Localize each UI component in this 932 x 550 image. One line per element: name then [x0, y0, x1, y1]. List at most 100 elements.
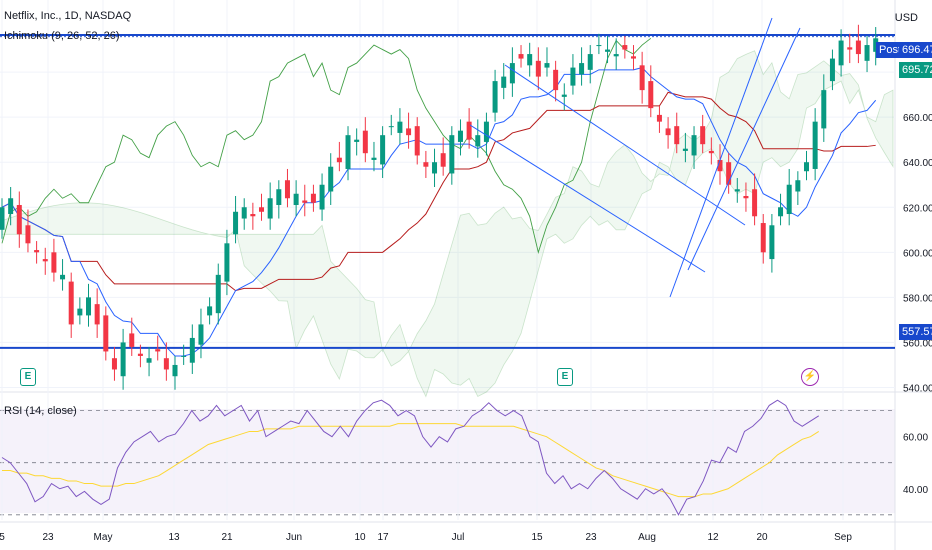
- candle-body: [181, 355, 187, 357]
- candle-body: [674, 126, 680, 145]
- candle-body: [466, 121, 472, 140]
- candle-body: [250, 214, 256, 217]
- candle-body: [855, 40, 861, 55]
- x-tick-label: 15: [531, 532, 543, 543]
- candle-body: [873, 38, 879, 52]
- candle-body: [726, 162, 732, 185]
- rsi-tick-label: 60.00: [903, 433, 928, 444]
- candle-body: [821, 90, 827, 129]
- channel-line: [469, 124, 706, 273]
- channel-line: [504, 64, 746, 226]
- candle-body: [319, 184, 325, 210]
- candle-body: [605, 49, 611, 52]
- candle-body: [553, 69, 559, 91]
- candle-body: [146, 358, 152, 363]
- candle-body: [752, 189, 758, 217]
- candle-body: [259, 207, 265, 212]
- candle-body: [354, 139, 360, 142]
- candle-body: [137, 353, 143, 356]
- candle-body: [163, 358, 169, 370]
- channel-line: [687, 27, 801, 271]
- candle-body: [432, 162, 438, 174]
- candle-body: [769, 225, 775, 260]
- y-tick-label: 540.00: [903, 383, 932, 394]
- chart-title: Netflix, Inc., 1D, NASDAQ: [4, 10, 132, 22]
- candle-body: [34, 250, 40, 253]
- rsi-band: [0, 409, 895, 514]
- candle-body: [336, 157, 342, 163]
- candle-body: [483, 121, 489, 142]
- candle-body: [596, 45, 602, 47]
- candle-body: [630, 56, 636, 59]
- y-tick-label: 580.00: [903, 293, 932, 304]
- candle-body: [803, 162, 809, 172]
- candle-body: [155, 349, 161, 352]
- candle-body: [743, 196, 749, 199]
- candle-body: [475, 135, 481, 147]
- candle-body: [111, 358, 117, 370]
- base-line: [1, 91, 876, 292]
- candle-body: [535, 60, 541, 77]
- x-tick-label: Jul: [452, 532, 465, 543]
- candle-body: [103, 315, 109, 352]
- post-price-tag: 696.47: [899, 42, 932, 58]
- y-tick-label: 600.00: [903, 248, 932, 259]
- candle-body: [717, 159, 723, 172]
- candle-body: [527, 54, 533, 66]
- rsi-legend: RSI (14, close): [4, 405, 77, 417]
- candle-body: [423, 162, 429, 167]
- post-label-tag: Post: [876, 42, 905, 58]
- candle-body: [172, 364, 178, 377]
- candle-body: [224, 243, 230, 282]
- candle-body: [414, 126, 420, 156]
- candle-body: [449, 135, 455, 174]
- candle-body: [25, 225, 31, 244]
- x-tick-label: Sep: [834, 532, 852, 543]
- candle-body: [838, 40, 844, 66]
- candle-body: [518, 54, 524, 59]
- candle-body: [544, 63, 550, 68]
- support-price-tag: 557.57: [899, 324, 932, 340]
- candle-body: [734, 189, 740, 192]
- currency-label: USD: [894, 12, 918, 24]
- conversion-line: [1, 67, 877, 357]
- x-tick-label: 10: [354, 532, 366, 543]
- candle-body: [501, 76, 507, 88]
- dividend-event-icon[interactable]: ⚡: [801, 368, 819, 386]
- x-tick-label: 23: [585, 532, 597, 543]
- candle-body: [129, 333, 135, 347]
- candle-body: [380, 135, 386, 165]
- ichimoku-legend: Ichimoku (9, 26, 52, 26): [4, 30, 120, 42]
- candle-body: [561, 94, 567, 97]
- candle-body: [795, 180, 801, 192]
- candle-body: [457, 130, 463, 142]
- candle-body: [8, 198, 14, 215]
- y-tick-label: 660.00: [903, 113, 932, 124]
- candle-body: [362, 130, 368, 154]
- candle-body: [691, 135, 697, 156]
- candle-body: [847, 47, 853, 50]
- x-tick-label: 20: [756, 532, 768, 543]
- x-tick-label: 23: [42, 532, 54, 543]
- candle-body: [51, 252, 57, 273]
- candle-body: [682, 148, 688, 151]
- candle-body: [86, 297, 92, 316]
- x-tick-label: 21: [221, 532, 233, 543]
- candle-body: [233, 211, 239, 235]
- candle-body: [94, 304, 100, 325]
- candle-body: [622, 45, 628, 50]
- candle-body: [406, 128, 412, 136]
- last-price-tag: 695.72: [899, 62, 932, 78]
- candle-body: [371, 157, 377, 160]
- x-tick-label: Aug: [638, 532, 656, 543]
- candle-body: [587, 54, 593, 70]
- rsi-line: [1, 399, 820, 516]
- y-tick-label: 560.00: [903, 338, 932, 349]
- candle-body: [570, 67, 576, 86]
- candle-body: [16, 205, 22, 235]
- candle-body: [665, 128, 671, 136]
- candle-body: [492, 81, 498, 113]
- earnings-event-icon[interactable]: E: [557, 368, 573, 386]
- earnings-event-icon[interactable]: E: [20, 368, 36, 386]
